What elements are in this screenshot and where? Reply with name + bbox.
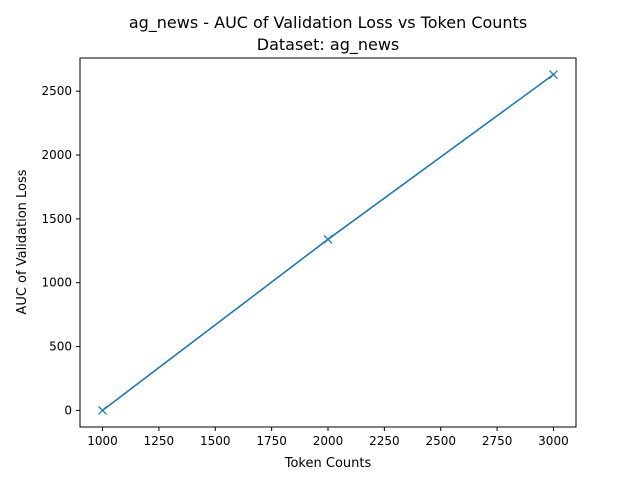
data-point-marker xyxy=(98,405,108,415)
x-tick-label: 2250 xyxy=(369,434,400,448)
y-tick-label: 2000 xyxy=(41,148,72,162)
chart-subtitle: Dataset: ag_news xyxy=(257,35,400,55)
plot-frame xyxy=(79,57,577,428)
x-tick-label: 1250 xyxy=(144,434,175,448)
y-tick-label: 2500 xyxy=(41,84,72,98)
data-point-marker xyxy=(548,70,558,80)
y-tick-label: 0 xyxy=(64,403,72,417)
x-tick-label: 1500 xyxy=(200,434,231,448)
x-tick-label: 3000 xyxy=(538,434,569,448)
x-axis-ticks: 1000 1250 1500 1750 2000 2250 2500 2750 3000 xyxy=(87,427,569,448)
plot-area: 1000 1250 1500 1750 2000 2250 2500 2750 3000 0 50… xyxy=(41,57,577,448)
y-tick-label: 1000 xyxy=(41,276,72,290)
y-tick-label: 500 xyxy=(49,340,72,354)
x-tick-label: 2000 xyxy=(313,434,344,448)
x-tick-label: 2750 xyxy=(482,434,513,448)
y-axis-ticks: 0 500 1000 1500 2000 2500 xyxy=(41,84,80,417)
series-line xyxy=(102,73,554,412)
x-axis-label: Token Counts xyxy=(284,456,372,471)
x-tick-label: 2500 xyxy=(425,434,456,448)
y-axis-label: AUC of Validation Loss xyxy=(15,169,30,314)
data-point-marker xyxy=(323,234,333,244)
chart-title: ag_news - AUC of Validation Loss vs Toke… xyxy=(129,13,527,33)
series-layer xyxy=(98,70,558,415)
y-tick-label: 1500 xyxy=(41,212,72,226)
x-tick-label: 1000 xyxy=(87,434,118,448)
x-tick-label: 1750 xyxy=(256,434,287,448)
